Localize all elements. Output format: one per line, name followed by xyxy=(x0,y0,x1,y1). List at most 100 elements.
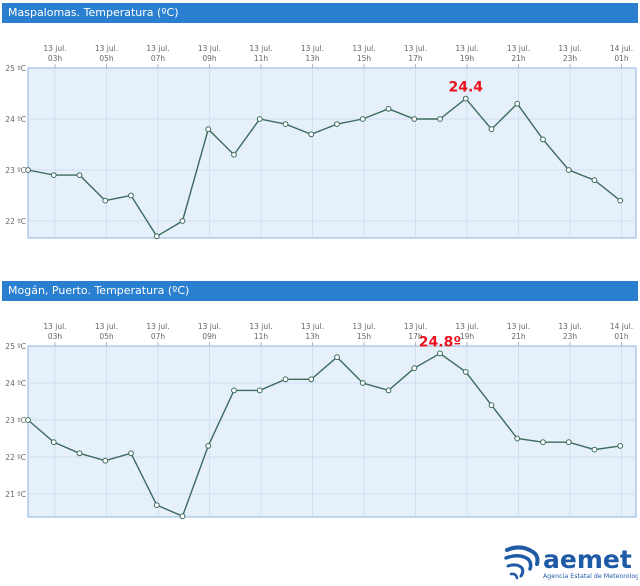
data-point xyxy=(359,380,366,386)
x-tick-label-hour: 05h xyxy=(99,332,114,341)
data-point xyxy=(50,172,57,179)
x-tick-label-hour: 09h xyxy=(202,54,217,63)
x-tick-label-date: 13 jul. xyxy=(249,44,272,53)
data-point xyxy=(50,439,57,446)
x-tick-label-hour: 01h xyxy=(614,332,629,341)
x-tick-label-date: 13 jul. xyxy=(95,44,118,53)
x-tick-label-hour: 23h xyxy=(563,54,578,63)
x-tick-label-hour: 19h xyxy=(460,54,475,63)
x-tick-label-hour: 11h xyxy=(254,332,269,341)
max-value-label: 24.8º xyxy=(419,334,462,350)
x-tick-label-date: 13 jul. xyxy=(455,322,478,331)
x-tick-label-hour: 23h xyxy=(563,332,578,341)
x-tick-label-hour: 09h xyxy=(202,332,217,341)
y-tick-label: 23 ºC xyxy=(5,416,26,425)
x-tick-label-date: 13 jul. xyxy=(198,44,221,53)
data-point xyxy=(102,457,109,464)
plot-area xyxy=(27,67,637,239)
data-point xyxy=(153,233,160,240)
data-point xyxy=(308,376,315,383)
data-point xyxy=(205,443,212,449)
y-tick-label: 25 ºC xyxy=(5,64,26,73)
data-point xyxy=(488,126,495,133)
x-tick-label-hour: 07h xyxy=(151,54,166,63)
data-point xyxy=(25,417,31,423)
aemet-logo: aemet Agencia Estatal de Meteorología xyxy=(504,545,638,580)
x-tick-label-hour: 15h xyxy=(357,54,372,63)
temperature-line xyxy=(27,352,621,518)
x-tick-label-date: 13 jul. xyxy=(198,322,221,331)
data-point xyxy=(102,197,109,204)
data-point xyxy=(591,446,598,453)
y-tick-label: 25 ºC xyxy=(5,342,26,351)
data-point xyxy=(282,121,289,127)
logo-wordmark: aemet xyxy=(543,545,632,574)
aemet-swirl-icon xyxy=(504,545,540,580)
x-tick-label-date: 13 jul. xyxy=(558,322,581,331)
x-tick-label-date: 13 jul. xyxy=(95,322,118,331)
data-point xyxy=(256,387,263,394)
x-tick-label-date: 14 jul. xyxy=(610,44,633,53)
x-tick-label-hour: 21h xyxy=(511,332,526,341)
x-tick-label-date: 13 jul. xyxy=(404,44,427,53)
data-point xyxy=(76,172,83,179)
data-point xyxy=(514,435,521,442)
data-point xyxy=(411,116,418,122)
data-point xyxy=(617,197,624,204)
x-tick-label-date: 14 jul. xyxy=(610,322,633,331)
data-point xyxy=(205,126,212,133)
x-tick-label-date: 13 jul. xyxy=(352,322,375,331)
x-tick-label-date: 13 jul. xyxy=(507,44,530,53)
x-tick-label-hour: 13h xyxy=(305,332,320,341)
x-tick-label-date: 13 jul. xyxy=(146,44,169,53)
plot-area xyxy=(27,345,637,518)
data-point xyxy=(385,105,392,112)
logo-subtitle: Agencia Estatal de Meteorología xyxy=(543,572,638,580)
y-tick-label: 21 ºC xyxy=(5,490,26,499)
x-tick-label-hour: 17h xyxy=(408,54,423,63)
data-point xyxy=(488,402,495,409)
x-tick-label-hour: 19h xyxy=(460,332,475,341)
y-tick-label: 22 ºC xyxy=(5,217,26,226)
data-point xyxy=(282,376,289,383)
x-tick-label-date: 13 jul. xyxy=(352,44,375,53)
x-tick-label-hour: 03h xyxy=(48,54,63,63)
data-point xyxy=(179,513,186,520)
chart-1-header: Maspalomas. Temperatura (ºC) xyxy=(2,3,638,23)
data-point xyxy=(179,218,186,224)
data-point xyxy=(25,167,31,173)
data-point xyxy=(76,450,83,457)
data-point xyxy=(411,365,418,372)
data-point xyxy=(617,443,624,449)
data-point xyxy=(308,131,315,138)
x-tick-label-hour: 15h xyxy=(357,332,372,341)
x-tick-label-hour: 17h xyxy=(408,332,423,341)
data-point xyxy=(231,387,237,394)
x-tick-label-date: 13 jul. xyxy=(301,322,324,331)
x-tick-label-date: 13 jul. xyxy=(301,44,324,53)
chart-2-header: Mogán, Puerto. Temperatura (ºC) xyxy=(2,281,638,301)
data-point xyxy=(462,95,469,102)
x-tick-label-hour: 13h xyxy=(305,54,320,63)
x-tick-label-date: 13 jul. xyxy=(146,322,169,331)
y-tick-label: 24 ºC xyxy=(5,115,26,124)
data-point xyxy=(565,439,572,446)
data-point xyxy=(565,167,572,173)
temperature-line xyxy=(27,97,621,238)
x-tick-label-hour: 11h xyxy=(254,54,269,63)
data-point xyxy=(256,116,263,122)
data-point xyxy=(334,121,340,127)
data-point xyxy=(231,151,237,158)
data-point xyxy=(514,100,521,107)
data-point xyxy=(334,354,340,360)
x-tick-label-hour: 03h xyxy=(48,332,63,341)
data-point xyxy=(540,439,546,446)
x-tick-label-date: 13 jul. xyxy=(455,44,478,53)
x-tick-label-hour: 01h xyxy=(614,54,629,63)
y-tick-label: 24 ºC xyxy=(5,379,26,388)
max-value-label: 24.4 xyxy=(448,80,483,96)
x-tick-label-date: 13 jul. xyxy=(507,322,530,331)
x-tick-label-date: 13 jul. xyxy=(43,322,66,331)
